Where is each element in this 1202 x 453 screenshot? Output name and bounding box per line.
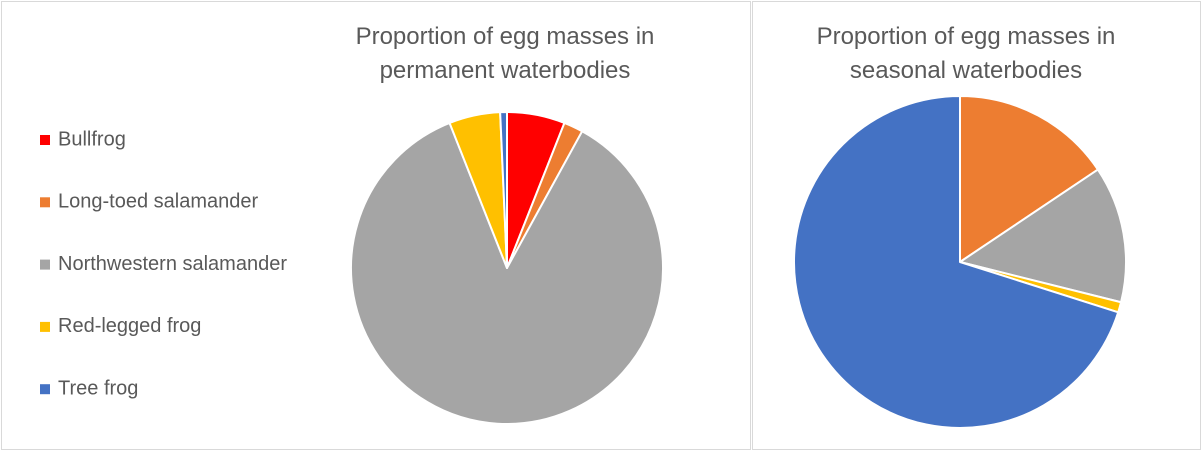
legend-swatch (40, 384, 50, 395)
legend-swatch (40, 197, 50, 208)
legend-label: Red-legged frog (58, 315, 201, 337)
chart-panel (1, 1, 751, 450)
legend-swatch (40, 135, 50, 145)
legend-label: Tree frog (58, 377, 138, 399)
legend-label: Long-toed salamander (58, 191, 258, 213)
pie-slice (793, 95, 1120, 429)
pie-slice (959, 168, 1127, 304)
chart-panel (752, 1, 1201, 450)
chart-title: Proportion of egg masses in seasonal wat… (816, 23, 1116, 84)
legend-swatch (40, 259, 50, 270)
pie-slice (499, 111, 508, 269)
legend-label: Bullfrog (58, 128, 126, 150)
pie-slice (350, 121, 665, 425)
legend-label: Northwestern salamander (58, 253, 287, 275)
chart-title: Proportion of egg masses in permanent wa… (355, 23, 655, 84)
legend-swatch (40, 321, 50, 332)
pie-slice (959, 95, 1099, 263)
